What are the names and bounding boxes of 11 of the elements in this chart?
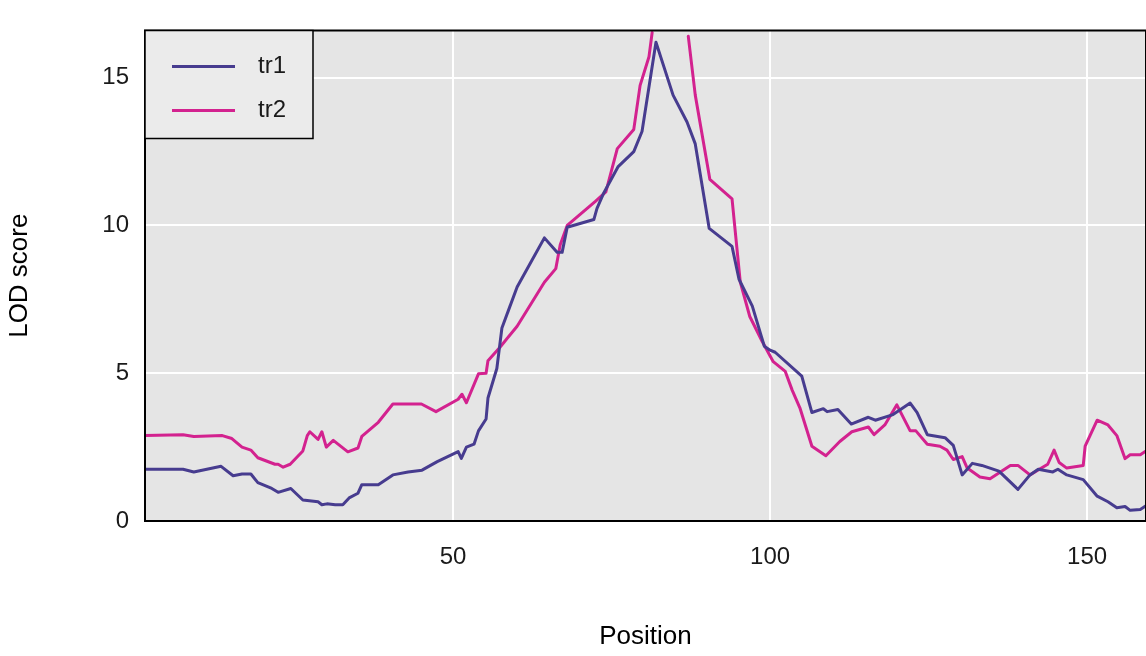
x-tick-label: 50 [439,542,467,570]
x-tick-label: 150 [1067,542,1108,570]
y-axis-title: LOD score [2,213,33,338]
y-tick-label: 5 [115,357,129,385]
x-tick-label: 100 [750,542,791,570]
x-axis-title: Position [599,619,692,650]
y-tick-label: 0 [115,505,129,533]
y-tick-label: 15 [102,62,129,90]
legend-label: tr2 [258,95,287,123]
legend-label: tr1 [258,51,287,79]
y-tick-label: 10 [102,210,129,238]
